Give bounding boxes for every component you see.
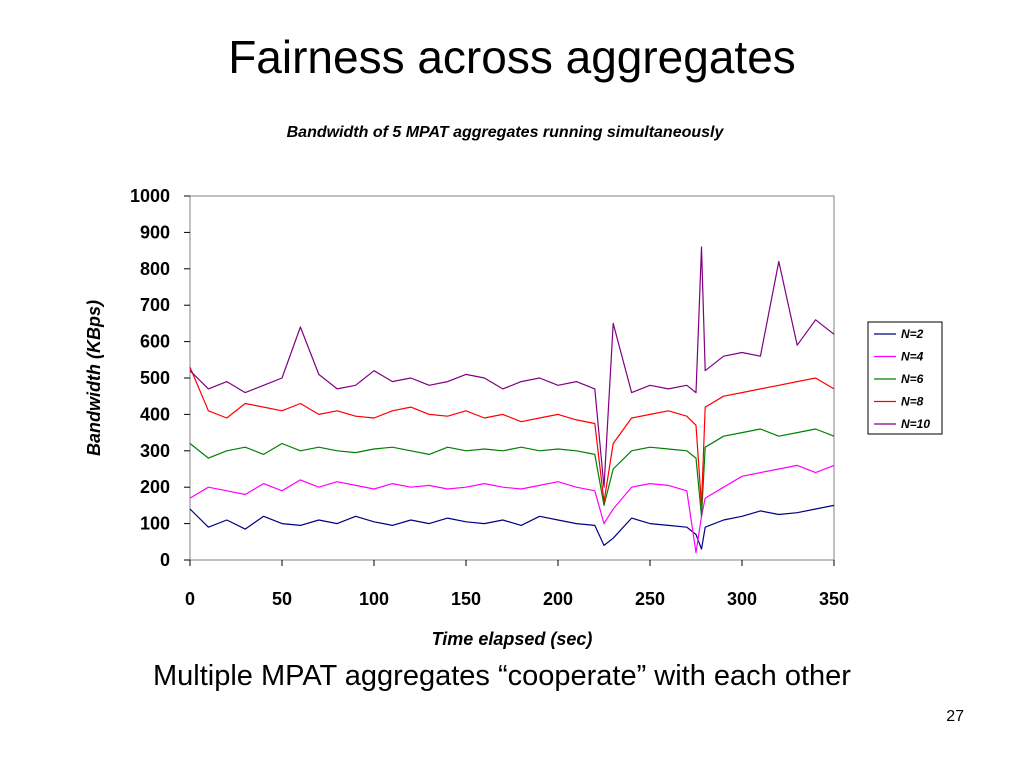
y-tick-label: 1000: [130, 186, 170, 206]
legend: N=2 N=4 N=6 N=8 N=10: [867, 321, 943, 435]
legend-label: N=8: [901, 395, 924, 409]
x-tick-label: 250: [635, 589, 665, 609]
series-line-1: [189, 504, 835, 550]
series-line-4: [189, 366, 835, 506]
x-tick-label: 300: [727, 589, 757, 609]
x-tick-label: 100: [359, 589, 389, 609]
slide-caption: Multiple MPAT aggregates “cooperate” wit…: [153, 660, 851, 692]
x-tick-label: 150: [451, 589, 481, 609]
y-tick-label: 0: [160, 550, 170, 570]
x-tick-label: 50: [272, 589, 292, 609]
y-axis-title: Bandwidth (KBps): [84, 300, 104, 456]
y-tick-label: 200: [140, 477, 170, 497]
x-tick-label: 350: [819, 589, 849, 609]
y-tick-label: 300: [140, 441, 170, 461]
legend-label: N=2: [901, 327, 924, 341]
legend-box: [867, 321, 943, 435]
y-tick-label: 500: [140, 368, 170, 388]
chart-title: Bandwidth of 5 MPAT aggregates running s…: [286, 124, 724, 141]
slide-title: Fairness across aggregates: [228, 31, 796, 83]
x-tick-label: 200: [543, 589, 573, 609]
series-line-3: [189, 428, 835, 517]
legend-label: N=10: [901, 417, 930, 431]
series-line-2: [189, 464, 835, 554]
page-number: 27: [946, 708, 964, 725]
series-layer: [189, 246, 835, 554]
x-axis: 0 50 100 150 200 250 300 350: [185, 560, 849, 609]
plot-area: [189, 195, 835, 561]
x-tick-label: 0: [185, 589, 195, 609]
y-tick-label: 800: [140, 259, 170, 279]
series-line-5: [189, 246, 835, 488]
legend-label: N=4: [901, 350, 924, 364]
y-tick-label: 900: [140, 222, 170, 242]
y-tick-label: 700: [140, 295, 170, 315]
y-axis: 0 100 200 300 400 500 600 700 800 900 1000: [130, 186, 190, 570]
legend-label: N=6: [901, 372, 924, 386]
y-tick-label: 600: [140, 332, 170, 352]
x-axis-title: Time elapsed (sec): [432, 629, 593, 649]
y-tick-label: 400: [140, 404, 170, 424]
y-tick-label: 100: [140, 514, 170, 534]
